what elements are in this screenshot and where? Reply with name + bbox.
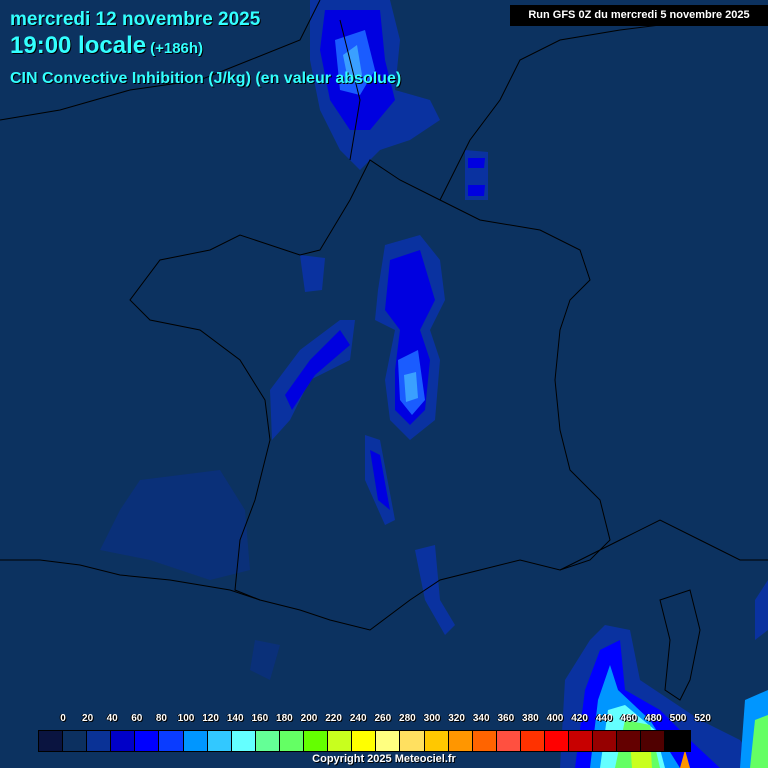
lead-time: (+186h) [150, 40, 204, 57]
legend-label: 400 [546, 713, 564, 724]
legend-swatch [520, 731, 545, 751]
legend-swatch [183, 731, 208, 751]
forecast-date: mercredi 12 novembre 2025 [10, 9, 261, 30]
legend-label: 260 [374, 713, 392, 724]
legend-swatch [279, 731, 305, 751]
legend-label: 40 [106, 713, 118, 724]
legend-swatch [472, 731, 497, 751]
legend-label: 280 [399, 713, 416, 724]
legend-label: 460 [620, 713, 638, 724]
borders-coastlines [0, 0, 768, 701]
legend-swatch [376, 731, 401, 751]
legend-swatch [593, 731, 618, 751]
legend-swatch [231, 731, 256, 751]
legend-label: 140 [226, 713, 244, 724]
legend-swatch [424, 731, 449, 751]
run-info: Run GFS 0Z du mercredi 5 novembre 2025 [510, 5, 768, 26]
legend-label: 340 [472, 713, 490, 724]
legend-swatch [207, 731, 232, 751]
legend-label: 60 [131, 713, 143, 724]
legend-swatch [352, 731, 377, 751]
legend-label: 80 [155, 713, 167, 724]
legend-label: 240 [349, 713, 367, 724]
legend-swatch [544, 731, 570, 751]
legend-swatch [400, 731, 425, 751]
legend-label: 160 [251, 713, 269, 724]
legend-swatch [87, 731, 112, 751]
legend-label: 200 [300, 713, 318, 724]
legend-label: 120 [202, 713, 219, 724]
legend-swatch [39, 731, 64, 751]
legend-swatch [304, 731, 329, 751]
legend-label: 20 [82, 713, 94, 724]
copyright: Copyright 2025 Meteociel.fr [312, 753, 456, 765]
legend-swatch [111, 731, 136, 751]
legend-swatch [328, 731, 353, 751]
legend-swatch [135, 731, 160, 751]
legend-label: 480 [645, 713, 662, 724]
legend-label: 440 [595, 713, 613, 724]
legend-label: 180 [276, 713, 293, 724]
legend-label: 300 [423, 713, 441, 724]
legend-label: 520 [694, 713, 711, 724]
forecast-time: 19:00 locale (+186h) [10, 32, 203, 60]
legend-label: 360 [497, 713, 515, 724]
legend-label: 500 [669, 713, 687, 724]
legend-labels: 0 20 40 60 80 100 120 140 160 180 200 220 240 260 280 3… [0, 713, 768, 727]
legend-label: 220 [325, 713, 342, 724]
legend-label: 100 [177, 713, 195, 724]
legend-swatch [159, 731, 184, 751]
local-time: 19:00 locale [10, 32, 147, 59]
color-scale [38, 730, 691, 752]
legend-swatch [448, 731, 473, 751]
legend-swatch [496, 731, 521, 751]
legend-swatch [617, 731, 642, 751]
legend-swatch [665, 731, 690, 751]
legend-label: 0 [60, 713, 66, 724]
legend-label: 420 [571, 713, 588, 724]
legend-label: 380 [522, 713, 539, 724]
legend-swatch [641, 731, 666, 751]
legend-swatch [255, 731, 280, 751]
legend-label: 320 [448, 713, 465, 724]
legend-swatch [63, 731, 88, 751]
cin-field [100, 0, 768, 768]
parameter-title: CIN Convective Inhibition (J/kg) (en val… [10, 70, 402, 87]
legend-swatch [569, 731, 594, 751]
